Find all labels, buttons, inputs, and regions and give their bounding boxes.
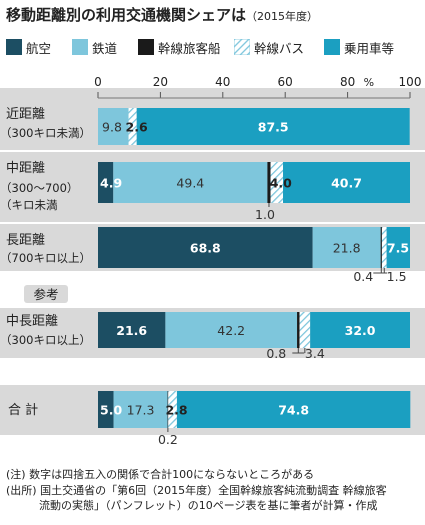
bar-car <box>176 391 411 428</box>
bar-air <box>98 391 114 428</box>
legend: 航空 鉄道 幹線旅客船 幹線バス 乗用車等 <box>6 36 422 58</box>
x-tick-label: 60 <box>278 75 293 89</box>
bar-air <box>98 312 166 348</box>
data-label-ship: 0.2 <box>158 432 178 447</box>
data-label-ship: 0.4 <box>353 269 373 284</box>
data-label-rail: 17.3 <box>127 403 155 418</box>
row-label: 中長距離 <box>6 314 58 329</box>
data-label-bus-below: 3.4 <box>305 346 325 361</box>
bar-bus <box>128 108 137 145</box>
data-label-car: 32.0 <box>345 323 376 338</box>
legend-swatch-car <box>324 39 340 55</box>
data-label-rail: 21.8 <box>333 241 361 256</box>
note-line: (注) 数字は四捨五入の関係で合計100にならないところがある <box>6 468 315 481</box>
row-label: 近距離 <box>6 107 45 122</box>
x-axis: 0 20 40 60 80 100% <box>94 75 422 99</box>
bar-car <box>283 162 410 203</box>
source-line: (出所) 国土交通省の「第6回（2015年度）全国幹線旅客純流動調査 幹線旅客 <box>6 483 387 497</box>
data-label-bus: 2.8 <box>165 403 187 418</box>
data-label-air: 5.0 <box>100 403 122 418</box>
bar-rail <box>98 108 129 145</box>
legend-swatch-air <box>6 39 22 55</box>
legend-item-air: 航空 <box>6 36 51 58</box>
row-label: 合 計 <box>8 402 38 418</box>
bar-car <box>386 227 410 268</box>
bar-car <box>310 312 410 348</box>
data-label-bus: 4.0 <box>270 176 292 191</box>
x-unit-label: % <box>364 76 374 89</box>
bar-bus <box>270 162 284 203</box>
data-label-air: 68.8 <box>190 241 221 256</box>
legend-item-car: 乗用車等 <box>324 36 394 58</box>
reference-tag: 参考 <box>24 285 68 303</box>
legend-item-rail: 鉄道 <box>72 36 117 58</box>
bar-car <box>136 108 410 145</box>
data-label-ship: 1.0 <box>255 207 275 222</box>
bar-bus <box>168 391 177 428</box>
legend-item-ship: 幹線旅客船 <box>138 36 221 58</box>
x-tick-label: 80 <box>340 75 355 89</box>
data-label-rail: 42.2 <box>217 323 245 338</box>
data-label-bus: 1.5 <box>387 269 407 284</box>
bar-rail <box>165 312 298 348</box>
bars <box>98 108 411 428</box>
row-sublabel: （700キロ以上） <box>0 251 91 265</box>
bar-rail <box>113 391 168 428</box>
bar-ship <box>380 227 382 268</box>
legend-label-air: 航空 <box>26 40 52 56</box>
legend-swatch-bus <box>234 39 250 55</box>
data-label-bus: 2.6 <box>126 120 148 135</box>
value-labels: 9.8 2.6 87.5 4.9 49.4 4.0 40.7 1.0 68.8 21.8 1.5 7.… <box>100 120 409 448</box>
chart-title: 移動距離別の利用交通機関シェアは（2015年度） <box>6 4 318 25</box>
bar-bus <box>381 227 387 268</box>
data-label-car: 74.8 <box>278 403 309 418</box>
bar-air <box>98 227 313 268</box>
reference-tag-text: 参考 <box>33 287 58 302</box>
bar-air <box>98 162 114 203</box>
data-label-ship: 0.8 <box>266 346 286 361</box>
source-line-cont: 流動の実態」（パンフレット）の10ページ表を基に筆者が計算・作成 <box>6 499 378 512</box>
legend-label-ship: 幹線旅客船 <box>158 40 221 56</box>
data-label-car: 7.5 <box>387 241 409 256</box>
legend-label-bus: 幹線バス <box>254 40 305 56</box>
row-label: 中距離 <box>6 161 45 176</box>
data-label-car: 40.7 <box>331 176 362 191</box>
chart-title-text: 移動距離別の利用交通機関シェアは <box>6 6 247 24</box>
x-tick-label: 0 <box>94 75 102 89</box>
legend-item-bus: 幹線バス <box>234 36 304 58</box>
legend-label-rail: 鉄道 <box>92 40 118 56</box>
legend-swatch-ship <box>138 39 154 55</box>
row-sublabel: （300キロ以上） <box>0 333 91 347</box>
data-label-rail: 9.8 <box>102 120 122 135</box>
notes: (注) 数字は四捨五入の関係で合計100にならないところがある (出所) 国土交… <box>6 467 387 514</box>
legend-label-car: 乗用車等 <box>344 40 395 56</box>
data-label-air: 4.9 <box>100 176 122 191</box>
bar-ship <box>167 391 169 428</box>
data-label-rail: 49.4 <box>176 176 204 191</box>
x-tick-label: 20 <box>153 75 168 89</box>
bar-ship <box>267 162 271 203</box>
bar-rail <box>113 162 268 203</box>
reference-tag-bg <box>24 285 68 303</box>
data-label-car: 87.5 <box>258 120 289 135</box>
legend-swatch-rail <box>72 39 88 55</box>
row-label: 長距離 <box>6 233 45 248</box>
row-sublabel: （キロ未満 <box>0 198 58 212</box>
x-tick-label: 40 <box>215 75 230 89</box>
row-sublabel: （300キロ未満） <box>0 126 91 140</box>
x-tick-label: 100 <box>399 75 422 89</box>
chart-subtitle: （2015年度） <box>246 10 319 23</box>
bar-ship <box>297 312 300 348</box>
bar-rail <box>312 227 381 268</box>
data-label-air: 21.6 <box>116 323 147 338</box>
bar-bus <box>299 312 311 348</box>
row-sublabel: （300〜700） <box>0 181 78 195</box>
